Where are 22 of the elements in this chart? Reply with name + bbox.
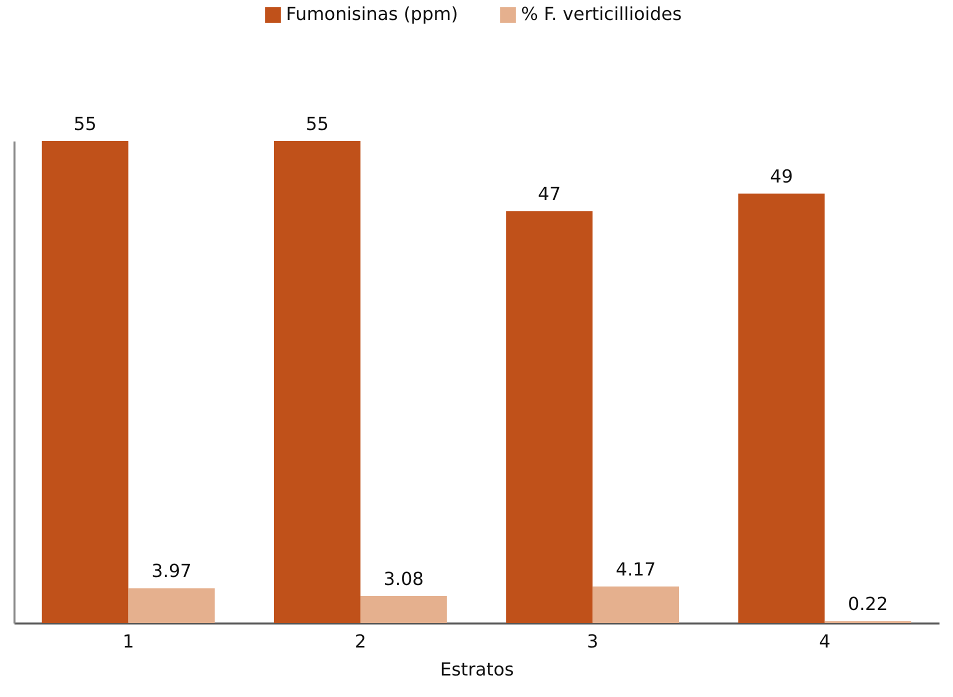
data-label: 3.97 bbox=[152, 561, 192, 582]
x-tick-label: 1 bbox=[122, 632, 134, 652]
legend-label: % F. verticillioides bbox=[521, 4, 682, 25]
x-tick-label: 2 bbox=[354, 632, 366, 652]
x-tick-label: 3 bbox=[586, 632, 598, 652]
x-tick-label: 4 bbox=[818, 632, 830, 652]
bar bbox=[738, 194, 825, 623]
legend-label: Fumonisinas (ppm) bbox=[286, 4, 458, 25]
data-label: 49 bbox=[770, 166, 793, 188]
bar bbox=[42, 141, 128, 623]
data-label: 0.22 bbox=[848, 594, 888, 616]
data-label: 4.17 bbox=[616, 559, 656, 580]
bar bbox=[274, 141, 360, 623]
x-axis-title: Estratos bbox=[440, 660, 514, 680]
bar bbox=[128, 588, 215, 623]
data-label: 47 bbox=[538, 184, 561, 206]
bar bbox=[360, 596, 447, 623]
data-label: 55 bbox=[306, 114, 329, 135]
bar bbox=[592, 586, 680, 623]
data-label: 55 bbox=[74, 114, 97, 135]
data-label: 3.08 bbox=[384, 569, 424, 590]
bar bbox=[506, 211, 593, 623]
